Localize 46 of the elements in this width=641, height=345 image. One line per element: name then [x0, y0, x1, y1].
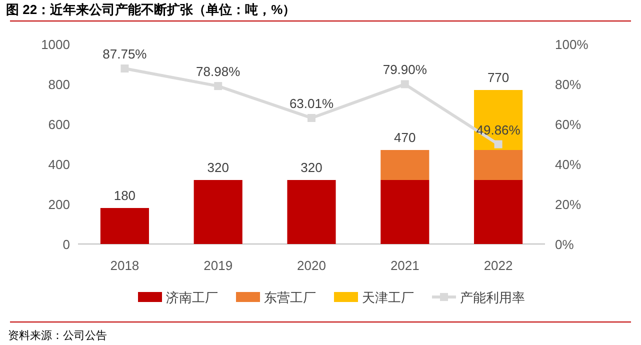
- total-label: 470: [394, 130, 416, 145]
- data-label: 63.01%: [289, 96, 334, 111]
- point: [120, 64, 129, 72]
- total-label: 180: [114, 188, 136, 203]
- legend-label: 东营工厂: [264, 290, 316, 305]
- bar: [194, 180, 242, 244]
- point: [214, 82, 222, 90]
- text: 资料来源：公司公告: [8, 329, 107, 342]
- y2-tick-label: 60%: [555, 117, 582, 132]
- y-tick-label: 0: [62, 237, 70, 252]
- x-tick-label: 2020: [297, 258, 326, 273]
- total-label: 320: [300, 160, 322, 175]
- data-label: 79.90%: [382, 62, 428, 78]
- bar: [287, 180, 336, 244]
- data-label: 49.86%: [476, 122, 521, 138]
- x-tick-label: 2019: [204, 258, 233, 273]
- legend-label: 天津工厂: [362, 290, 414, 305]
- y2-tick-label: 100%: [555, 37, 589, 52]
- y-tick-label: 800: [48, 77, 70, 92]
- legend-label: 产能利用率: [460, 290, 525, 305]
- y-tick-label: 600: [48, 117, 70, 132]
- y2-tick-label: 0%: [555, 237, 574, 252]
- x-tick-label: 2021: [390, 258, 420, 273]
- y-tick-label: 400: [48, 157, 70, 172]
- x-tick-label: 2022: [484, 258, 513, 273]
- point: [494, 140, 502, 148]
- bar: [474, 90, 523, 150]
- bar: [100, 208, 149, 244]
- bar: [474, 150, 523, 180]
- total-label: 770: [487, 70, 510, 85]
- y2-tick-label: 20%: [555, 197, 582, 212]
- bar: [380, 180, 430, 244]
- y2-tick-label: 80%: [555, 77, 582, 92]
- bar: [380, 150, 430, 180]
- y2-tick-label: 40%: [555, 157, 582, 172]
- y-tick-label: 1000: [41, 37, 70, 52]
- legend-label: 济南工厂: [166, 290, 218, 305]
- data-label: 78.98%: [196, 64, 241, 80]
- chart-title: 图 22：近年来公司产能不断扩张（单位：吨，%）: [6, 2, 296, 17]
- bar: [474, 180, 523, 244]
- point: [400, 80, 409, 88]
- point: [308, 114, 316, 122]
- total-label: 320: [207, 160, 229, 175]
- data-label: 87.75%: [102, 46, 148, 62]
- x-tick-label: 2018: [110, 258, 140, 273]
- y-tick-label: 200: [48, 197, 70, 212]
